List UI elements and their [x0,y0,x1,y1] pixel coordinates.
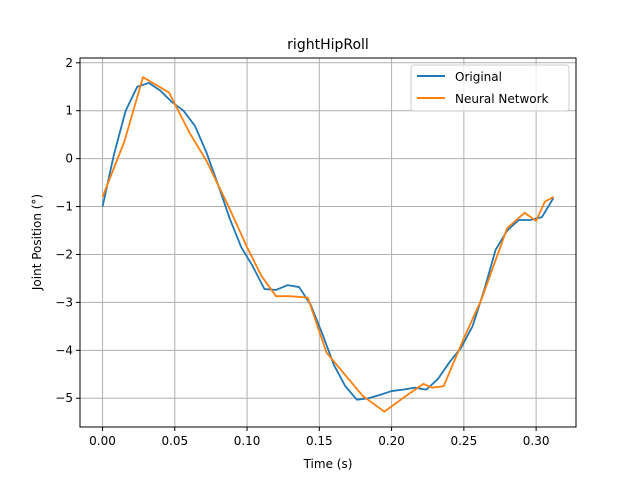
x-tick-label: 0.05 [161,434,188,448]
y-tick-label: −3 [55,295,73,309]
series-layer [101,76,555,413]
x-axis-label: Time (s) [303,457,353,471]
chart-title: rightHipRoll [287,37,369,53]
y-tick-label: −2 [55,247,73,261]
x-tick-label: 0.00 [89,434,116,448]
y-ticks: −5 −4 −3 −2 −1 0 1 2 [55,56,80,405]
legend: Original Neural Network [410,64,570,112]
y-tick-label: 1 [65,104,73,118]
x-tick-label: 0.15 [306,434,333,448]
legend-label-original: Original [455,70,502,84]
grid-lines [80,58,576,427]
x-tick-label: 0.10 [234,434,261,448]
x-tick-label: 0.25 [450,434,477,448]
y-tick-label: 0 [65,152,73,166]
y-axis-label: Joint Position (°) [30,194,44,291]
x-tick-label: 0.30 [523,434,550,448]
y-tick-label: −4 [55,343,73,357]
axes-frame [79,57,577,428]
legend-label-neural-network: Neural Network [455,92,549,106]
y-tick-label: 2 [65,56,73,70]
y-tick-label: −5 [55,391,73,405]
series-line-neural-network [101,76,554,413]
x-tick-label: 0.20 [378,434,405,448]
legend-box [410,64,570,112]
y-tick-label: −1 [55,200,73,214]
x-ticks: 0.00 0.05 0.10 0.15 0.20 0.25 0.30 [89,427,549,448]
